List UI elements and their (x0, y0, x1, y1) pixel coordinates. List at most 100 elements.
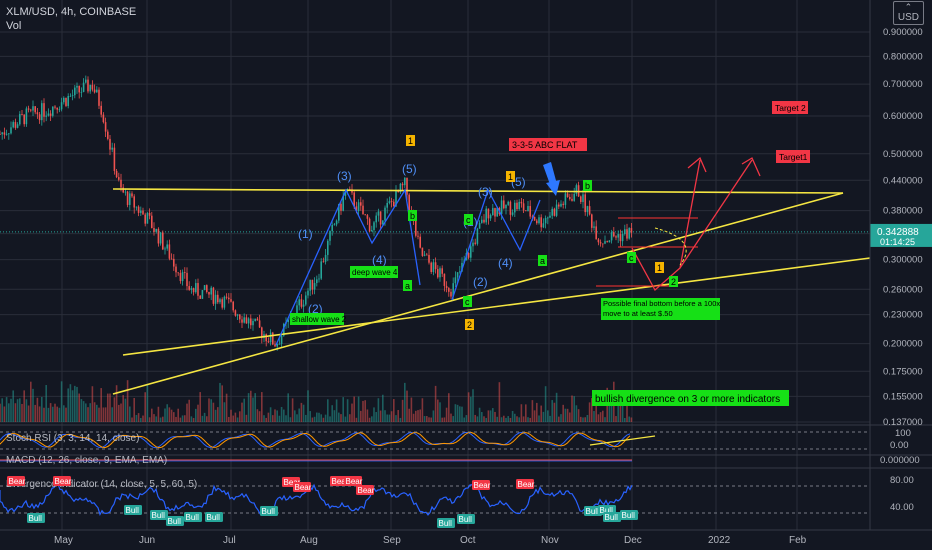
bull-tag: Bull (622, 511, 636, 520)
volume-bar (294, 410, 296, 422)
candle-body (511, 212, 514, 215)
candle-body (210, 287, 212, 295)
volume-bar (10, 398, 12, 422)
wave-4b-label: (4) (498, 256, 513, 270)
wave-2b-label: (2) (473, 275, 488, 289)
bull-tag-bg (166, 516, 184, 526)
rising-trendline (112, 192, 844, 395)
candle-body (206, 285, 208, 292)
candle-body (245, 317, 248, 324)
candle-body (487, 208, 490, 219)
candle-body (432, 262, 435, 272)
candle-body (195, 283, 197, 293)
candle-body (155, 228, 157, 232)
volume-bar (428, 417, 430, 422)
volume-bar (516, 416, 518, 422)
candle-body (540, 217, 542, 228)
volume-bar (375, 412, 377, 422)
bull-tag-bg (260, 506, 278, 516)
candle-body (318, 278, 320, 280)
candle-body (5, 133, 8, 135)
volume-bar (630, 417, 633, 422)
candle-body (201, 290, 204, 299)
abc-flat-bg (509, 138, 587, 151)
candle-body (186, 272, 188, 287)
volume-bar (133, 397, 135, 422)
candle-body (107, 131, 109, 139)
candle-body (126, 191, 129, 205)
volume-bar (470, 396, 472, 422)
target2-bg (772, 101, 808, 114)
candle-body (525, 210, 527, 212)
volume-bar (331, 405, 333, 422)
time-tick-label: Aug (300, 535, 318, 546)
candle-body (364, 214, 366, 216)
volume-bar (1, 398, 3, 422)
candle-body (558, 204, 560, 207)
volume-bar (52, 406, 54, 422)
volume-bar (305, 414, 307, 422)
candle-body (610, 232, 613, 241)
volume-bar (384, 410, 386, 422)
candle-body (573, 193, 575, 201)
bull-tag: Bull (126, 506, 140, 515)
bear-tag-bg (472, 480, 490, 490)
volume-bar (113, 397, 116, 422)
candle-body (153, 228, 155, 232)
volume-bar (162, 416, 164, 422)
candle-body (278, 343, 281, 345)
candle-body (454, 277, 457, 284)
volume-bar (16, 399, 19, 422)
volume-bar (184, 415, 186, 422)
candle-body (8, 133, 10, 135)
candle-body (142, 210, 144, 215)
candle-body (203, 285, 206, 291)
volume-bar (111, 407, 113, 422)
volume-bar (439, 402, 441, 422)
candle-body (274, 344, 276, 347)
candle-body (159, 232, 162, 244)
box-c2: c (465, 297, 470, 307)
candle-body (461, 262, 463, 272)
macd-title: MACD (12, 26, close, 9, EMA, EMA) (6, 455, 167, 466)
candle-body (373, 222, 375, 231)
candle-body (122, 187, 124, 193)
wave-2-label: (2) (308, 302, 323, 316)
candle-body (225, 296, 228, 298)
candle-body (93, 89, 96, 93)
volume-bar (291, 398, 294, 422)
volume-bar (463, 417, 465, 422)
volume-bar (404, 382, 406, 422)
bear-tag: Bear (518, 480, 535, 489)
price-tick-label: 0.260000 (883, 284, 923, 295)
final-bottom-line2: move to at least $.50 (603, 309, 673, 318)
wave-path (451, 188, 541, 301)
candle-body (613, 232, 615, 237)
volume-bar (245, 414, 248, 422)
divergence-pane: Divergence Indicator (14, close, 5, 5, 6… (0, 475, 914, 528)
candle-body (34, 106, 36, 113)
candle-body (12, 122, 14, 128)
candle-body (595, 226, 597, 240)
candle-body (96, 89, 98, 93)
volume-bar (377, 398, 380, 422)
candle-body (175, 266, 177, 273)
volume-bar (201, 415, 204, 422)
candle-body (307, 290, 309, 296)
bull-tag: Bull (262, 507, 276, 516)
volume-bar (157, 406, 160, 422)
volume-bar (445, 407, 448, 422)
candle-body (76, 85, 78, 88)
currency-button[interactable]: ⌃ USD (892, 1, 924, 25)
volume-bar (302, 404, 305, 422)
box-b1-bg (408, 210, 417, 221)
candle-body (133, 196, 135, 208)
candle-body (360, 202, 362, 206)
candle-body (302, 304, 305, 307)
volume-bar (269, 407, 272, 422)
bull-tag: Bull (459, 515, 473, 524)
volume-bar (560, 414, 562, 422)
volume-bar (562, 404, 564, 422)
candle-body (399, 183, 402, 193)
